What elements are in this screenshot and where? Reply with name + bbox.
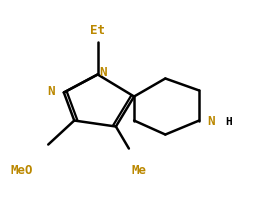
Text: N: N xyxy=(99,66,107,79)
Text: N: N xyxy=(207,115,214,127)
Text: Me: Me xyxy=(132,163,147,176)
Text: MeO: MeO xyxy=(11,163,33,176)
Text: H: H xyxy=(225,116,232,126)
Text: Et: Et xyxy=(90,24,105,37)
Text: N: N xyxy=(47,85,55,98)
